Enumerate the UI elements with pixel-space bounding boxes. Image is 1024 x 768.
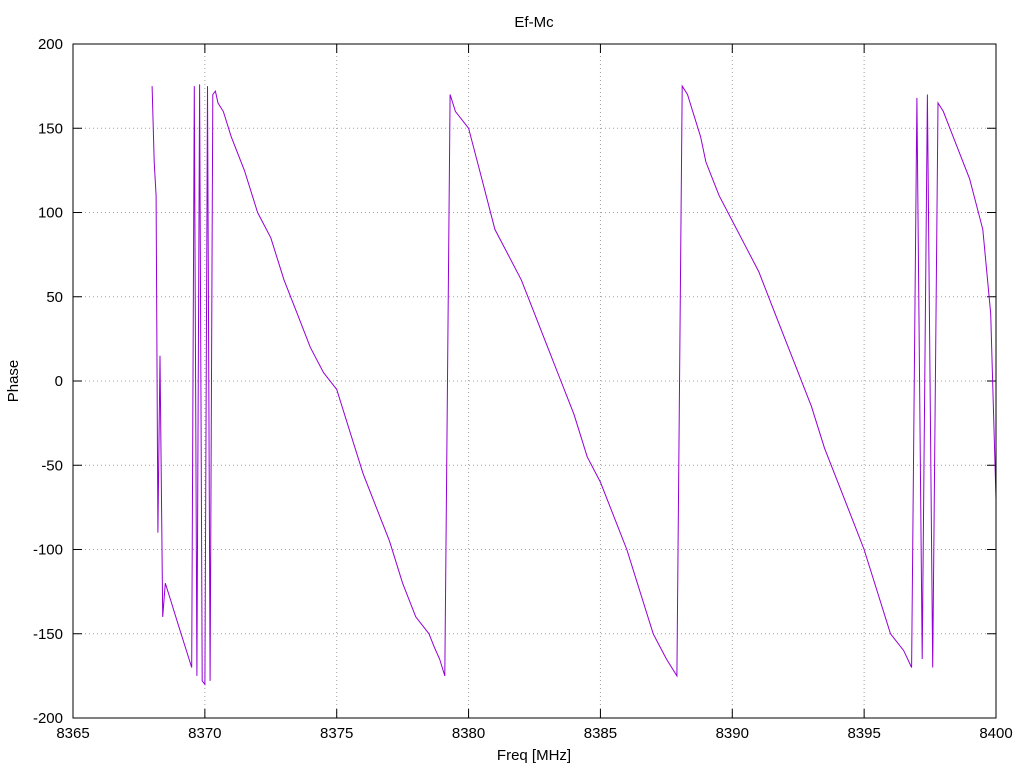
y-tick-label: -200	[33, 710, 63, 727]
x-tick-labels: 8365 8370 8375 8380 8385 8390 8395 8400	[56, 725, 1012, 742]
y-tick-label: -50	[41, 457, 63, 474]
y-tick-label: -100	[33, 542, 63, 559]
y-tick-label: -150	[33, 626, 63, 643]
grid	[73, 44, 996, 718]
y-tick-label: 0	[55, 373, 63, 390]
y-tick-label: 200	[38, 36, 63, 53]
x-tick-label: 8365	[56, 725, 89, 742]
chart-title: Ef-Mc	[514, 14, 554, 31]
x-tick-label: 8400	[979, 725, 1012, 742]
x-tick-label: 8395	[847, 725, 880, 742]
x-axis-label: Freq [MHz]	[497, 747, 571, 764]
x-tick-label: 8375	[320, 725, 353, 742]
phase-series-line	[151, 84, 997, 686]
x-tick-label: 8380	[452, 725, 485, 742]
x-tick-label: 8370	[188, 725, 221, 742]
x-tick-label: 8390	[716, 725, 749, 742]
y-tick-label: 50	[46, 289, 63, 306]
series	[151, 84, 997, 686]
y-tick-label: 150	[38, 120, 63, 137]
x-tick-label: 8385	[584, 725, 617, 742]
y-axis-label: Phase	[5, 360, 22, 403]
y-tick-label: 100	[38, 205, 63, 222]
y-tick-labels: 200 150 100 50 0 -50 -100 -150 -200	[33, 36, 63, 727]
plot-frame	[72, 43, 997, 719]
